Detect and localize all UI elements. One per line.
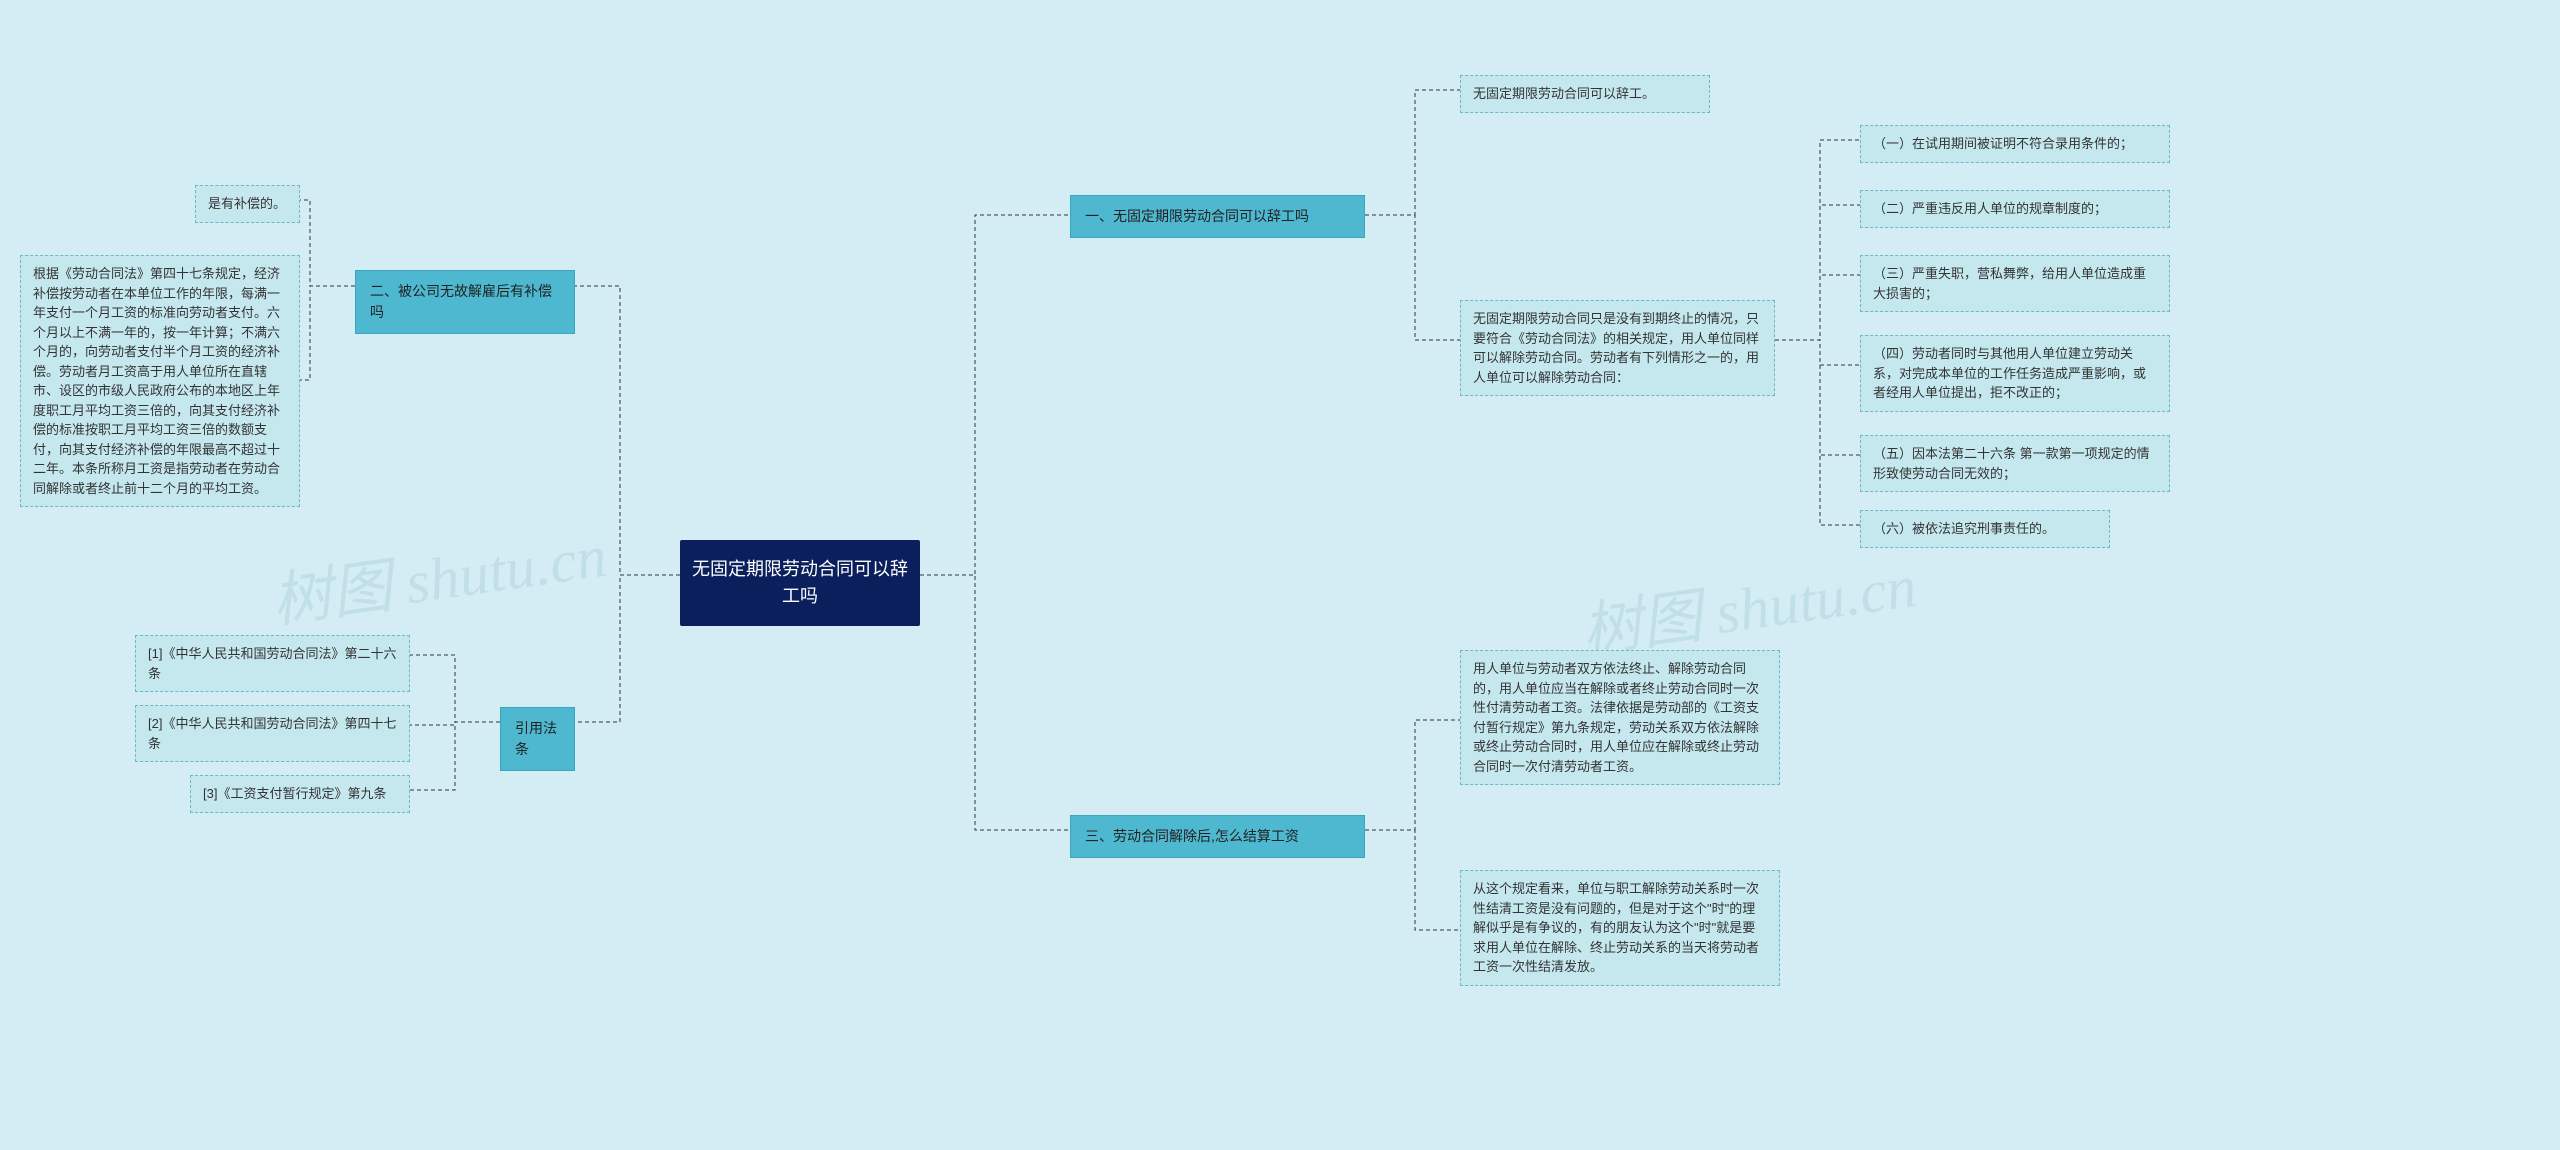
- leaf-3b: 从这个规定看来，单位与职工解除劳动关系时一次性结清工资是没有问题的，但是对于这个…: [1460, 870, 1780, 986]
- leaf-4b: [2]《中华人民共和国劳动合同法》第四十七条: [135, 705, 410, 762]
- leaf-1b1: （一）在试用期间被证明不符合录用条件的；: [1860, 125, 2170, 163]
- root-node: 无固定期限劳动合同可以辞工吗: [680, 540, 920, 626]
- leaf-3a: 用人单位与劳动者双方依法终止、解除劳动合同的，用人单位应当在解除或者终止劳动合同…: [1460, 650, 1780, 785]
- leaf-2b: 根据《劳动合同法》第四十七条规定，经济补偿按劳动者在本单位工作的年限，每满一年支…: [20, 255, 300, 507]
- leaf-1b2: （二）严重违反用人单位的规章制度的；: [1860, 190, 2170, 228]
- leaf-4c: [3]《工资支付暂行规定》第九条: [190, 775, 410, 813]
- leaf-1b3: （三）严重失职，营私舞弊，给用人单位造成重大损害的；: [1860, 255, 2170, 312]
- leaf-1b6: （六）被依法追究刑事责任的。: [1860, 510, 2110, 548]
- branch-2: 二、被公司无故解雇后有补偿吗: [355, 270, 575, 334]
- branch-3: 三、劳动合同解除后,怎么结算工资: [1070, 815, 1365, 858]
- connector-lines: [0, 0, 2560, 1150]
- watermark-1: 树图 shutu.cn: [266, 507, 611, 640]
- leaf-2a: 是有补偿的。: [195, 185, 300, 223]
- leaf-1b5: （五）因本法第二十六条 第一款第一项规定的情形致使劳动合同无效的；: [1860, 435, 2170, 492]
- branch-1: 一、无固定期限劳动合同可以辞工吗: [1070, 195, 1365, 238]
- leaf-1b: 无固定期限劳动合同只是没有到期终止的情况，只要符合《劳动合同法》的相关规定，用人…: [1460, 300, 1775, 396]
- leaf-4a: [1]《中华人民共和国劳动合同法》第二十六条: [135, 635, 410, 692]
- branch-4: 引用法条: [500, 707, 575, 771]
- leaf-1b4: （四）劳动者同时与其他用人单位建立劳动关系，对完成本单位的工作任务造成严重影响，…: [1860, 335, 2170, 412]
- leaf-1a: 无固定期限劳动合同可以辞工。: [1460, 75, 1710, 113]
